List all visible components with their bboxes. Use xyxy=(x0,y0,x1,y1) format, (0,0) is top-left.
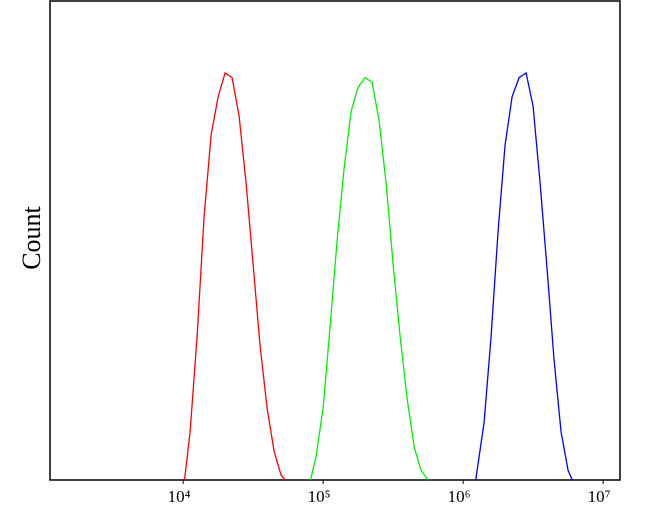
plot-frame xyxy=(49,0,621,481)
x-tick-label: 10⁷ xyxy=(588,487,611,506)
x-tick-label: 10⁶ xyxy=(448,487,471,506)
histogram-line xyxy=(475,71,573,481)
y-axis-label: Count xyxy=(17,205,46,269)
histogram-line xyxy=(309,76,429,481)
x-tick-label: 10⁴ xyxy=(168,487,191,506)
histogram-line xyxy=(183,71,286,481)
x-tick-label: 10⁵ xyxy=(308,487,331,506)
